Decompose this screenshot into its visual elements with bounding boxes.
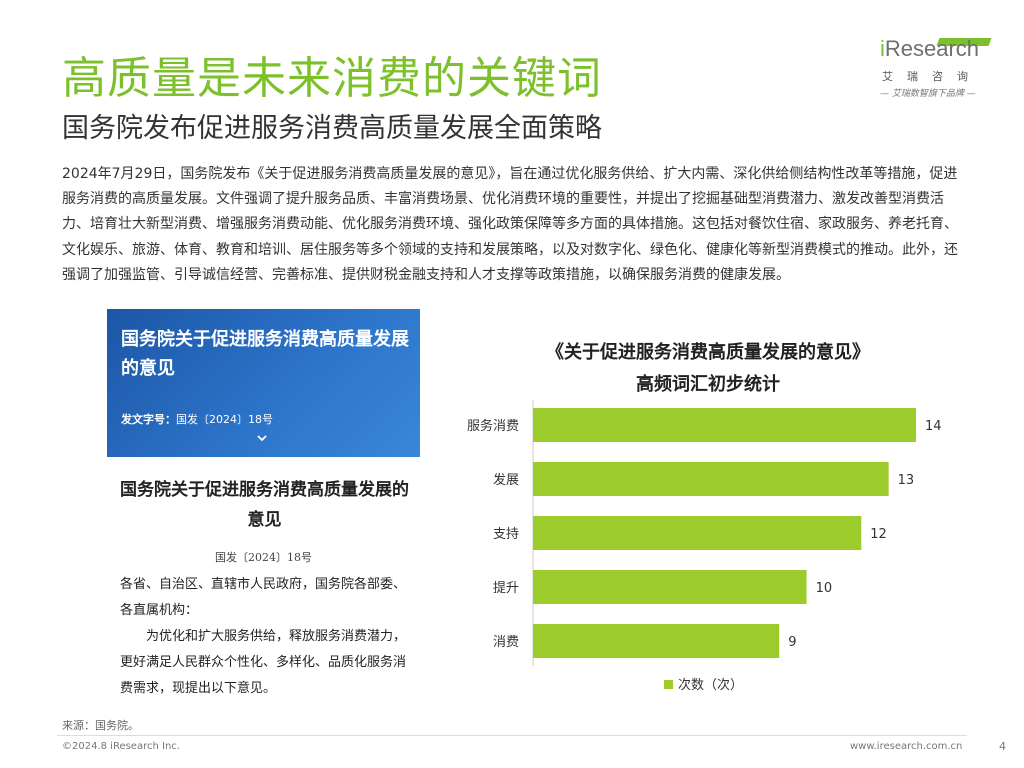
logo-cn-name: 艾瑞咨询 [882, 70, 982, 83]
iresearch-logo: iResearch 艾瑞咨询 — 艾瑞数智旗下品牌 — [878, 36, 998, 106]
page-title: 高质量是未来消费的关键词 [62, 53, 602, 104]
category-label: 发展 [493, 472, 519, 488]
data-label: 10 [816, 581, 833, 596]
logo-wordmark: iResearch [880, 36, 980, 61]
footer-divider [57, 735, 967, 736]
bar-2 [533, 516, 862, 550]
bar-0 [533, 408, 916, 442]
document-page: 国务院关于促进服务消费高质量发展的意见 国发〔2024〕18号 各省、自治区、直… [107, 457, 420, 707]
data-label: 13 [898, 473, 915, 488]
category-label: 支持 [493, 527, 519, 542]
chart-title-line: 《关于促进服务消费高质量发展的意见》 [546, 342, 870, 363]
bar-4 [533, 624, 780, 658]
document-number: 国发〔2024〕18号 [215, 551, 312, 564]
document-text: 为优化和扩大服务供给，释放服务消费潜力，更好满足人民群众个性化、多样化、品质化服… [120, 629, 407, 696]
chevron-down-icon[interactable] [255, 431, 269, 445]
page-number: 4 [999, 740, 1006, 753]
source-note: 来源：国务院。 [62, 719, 139, 732]
bar-3 [533, 570, 807, 604]
category-label: 提升 [493, 580, 519, 596]
chart-subtitle: 高频词汇初步统计 [636, 374, 780, 395]
document-addressee: 各省、自治区、直辖市人民政府，国务院各部委、各直属机构： [120, 577, 407, 618]
data-label: 12 [870, 527, 887, 542]
intro-paragraph: 2024年7月29日，国务院发布《关于促进服务消费高质量发展的意见》，旨在通过优… [62, 166, 958, 283]
document-body: 各省、自治区、直辖市人民政府，国务院各部委、各直属机构： 为优化和扩大服务供给，… [120, 572, 412, 702]
page-subtitle: 国务院发布促进服务消费高质量发展全面策略 [62, 113, 602, 144]
word-frequency-chart: 服务消费 14 发展 13 支持 12 提升 10 消费 9 次数（次） [467, 400, 942, 693]
website: www.iresearch.com.cn [850, 741, 963, 752]
bar-1 [533, 462, 889, 496]
chart-title: 《关于促进服务消费高质量发展的意见》 高频词汇初步统计 [488, 337, 928, 401]
banner-doc-number: 发文字号：国发〔2024〕18号 [121, 413, 273, 426]
document-banner: 国务院关于促进服务消费高质量发展的意见 发文字号：国发〔2024〕18号 [107, 309, 420, 457]
document-title: 国务院关于促进服务消费高质量发展的意见 [120, 480, 409, 530]
legend-swatch [664, 680, 673, 689]
banner-title: 国务院关于促进服务消费高质量发展的意见 [121, 329, 409, 379]
legend-label: 次数（次） [678, 677, 743, 693]
category-label: 消费 [493, 635, 519, 650]
category-label: 服务消费 [467, 418, 519, 434]
copyright: ©2024.8 iResearch Inc. [62, 741, 180, 752]
data-label: 9 [788, 635, 796, 650]
data-label: 14 [925, 419, 942, 434]
logo-tagline: — 艾瑞数智旗下品牌 — [880, 89, 976, 99]
